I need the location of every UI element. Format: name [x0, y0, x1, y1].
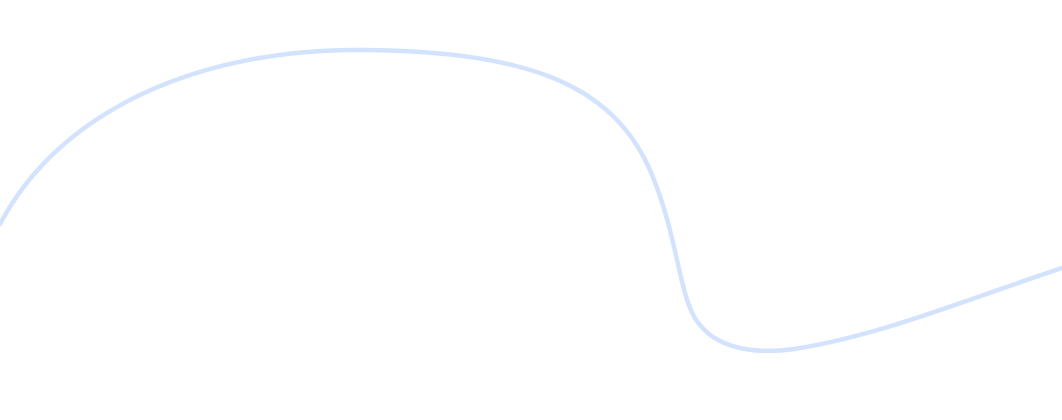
decorative-wave-curve [0, 47, 1062, 354]
